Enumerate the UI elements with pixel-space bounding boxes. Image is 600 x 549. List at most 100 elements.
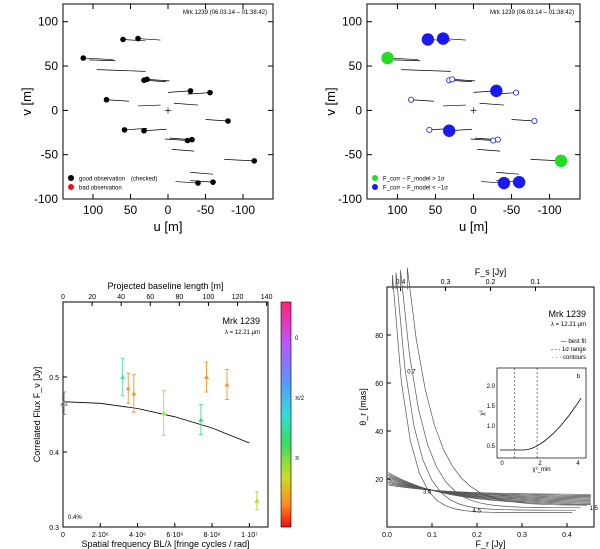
data-point-1 bbox=[120, 374, 126, 379]
top-tick-label-2: 40 bbox=[117, 294, 125, 301]
y-tick-label-0: 0.3 bbox=[49, 525, 59, 532]
inset-y-tick-2: 1.5 bbox=[487, 404, 496, 410]
steep-contour-0 bbox=[392, 274, 573, 513]
x-tick-label-0: 0.0 bbox=[382, 532, 392, 539]
y-tick-label-1: -50 bbox=[41, 148, 59, 162]
legend-note-0: (checked) bbox=[131, 177, 157, 183]
colorbar-label-1: π/2 bbox=[295, 396, 305, 402]
data-point-3 bbox=[131, 391, 137, 396]
flux-panel: 0 2·10⁶ 4·10⁶ 6·10⁶ 8·10⁶ 1·10⁷ 0.3 0.4 0.5 0 20 40… bbox=[32, 281, 305, 549]
legend-marker-0 bbox=[372, 175, 378, 181]
plot-frame bbox=[366, 3, 581, 200]
x-tick-label-4: 0.4 bbox=[562, 532, 572, 539]
top-tick-label-1: 0.3 bbox=[441, 279, 451, 286]
model-curve bbox=[62, 401, 250, 444]
band-contour-9 bbox=[388, 484, 591, 495]
steep-contour-3 bbox=[406, 267, 588, 506]
legend-marker-1 bbox=[372, 184, 378, 190]
top-tick-label-7: 140 bbox=[261, 294, 273, 301]
y-tick-label-2: 0 bbox=[355, 103, 362, 117]
top-axis-label: F_s [Jy] bbox=[475, 267, 507, 277]
x-tick-label-3: -50 bbox=[503, 203, 521, 217]
uv-track-2 bbox=[83, 57, 114, 60]
panel-header: Mrk 1239 (06.03.14 – 01:38:42) bbox=[183, 10, 267, 16]
uv-track-extra-5 bbox=[89, 59, 116, 62]
uv-point-10 bbox=[141, 127, 147, 134]
data-point-0 bbox=[60, 399, 69, 406]
y-tick-label-0: 20 bbox=[375, 477, 383, 484]
data-point-2 bbox=[125, 385, 131, 391]
x-tick-label-2: 0 bbox=[470, 203, 477, 217]
x-axis-label: F_r [Jy] bbox=[475, 539, 505, 549]
uv-track-extra-3 bbox=[477, 149, 501, 152]
uv-point-6 bbox=[513, 89, 520, 96]
inset-y-tick-3: 2.0 bbox=[487, 384, 496, 390]
uv-point-1 bbox=[436, 32, 450, 45]
x-tick-label-2: 0.2 bbox=[472, 532, 482, 539]
legend-line-2: · · · contours bbox=[552, 355, 586, 361]
contour-label-3: 1.5 bbox=[590, 506, 599, 512]
inset-x-label: χ²_min bbox=[532, 467, 550, 473]
top-tick-label-1: 20 bbox=[88, 294, 96, 301]
inset-x-tick-2: 4 bbox=[576, 461, 580, 467]
legend-line-0: — best fit bbox=[561, 339, 587, 345]
x-tick-label-2: 4·10⁶ bbox=[129, 532, 146, 539]
y-axis-label: v [m] bbox=[19, 87, 34, 115]
x-tick-label-0: 100 bbox=[83, 203, 103, 217]
contour-label-0: 0.7 bbox=[407, 369, 416, 375]
x-tick-label-2: 0 bbox=[165, 203, 172, 217]
uv-track-7 bbox=[106, 99, 130, 102]
top-tick-label-2: 0.2 bbox=[486, 279, 496, 286]
y-tick-label-4: 100 bbox=[38, 15, 58, 29]
y-tick-label-3: 50 bbox=[45, 59, 59, 73]
uv-point-8 bbox=[531, 118, 538, 125]
uv-track-extra-4 bbox=[496, 172, 520, 175]
uv-point-5 bbox=[490, 84, 503, 98]
steep-contour-2 bbox=[400, 270, 581, 509]
contour-label-1: 3.6 bbox=[423, 489, 432, 495]
data-point-4 bbox=[161, 410, 167, 415]
uv-point-9 bbox=[426, 126, 433, 133]
uv-panel-right: 100 50 0 -50 -100 -100 -50 0 50 100 u [m] v [m] Mrk … bbox=[323, 3, 581, 234]
uv-track-extra-0 bbox=[96, 69, 146, 72]
uv-point-0 bbox=[120, 36, 126, 43]
inset-y-tick-0: 0.5 bbox=[487, 444, 496, 450]
colorbar-label-2: π bbox=[295, 456, 299, 462]
y-tick-label-2: 0 bbox=[51, 103, 58, 117]
corner-label: 0.4% bbox=[68, 515, 82, 521]
uv-point-6 bbox=[207, 89, 213, 96]
panel-subtitle: λ = 12.21 μm bbox=[225, 330, 260, 336]
uv-point-11 bbox=[184, 137, 191, 144]
data-point-6 bbox=[204, 374, 209, 379]
y-axis-label: Correlated Flux F_ν [Jy] bbox=[32, 367, 42, 463]
legend-label-0: F_corr − F_model > 1σ bbox=[383, 177, 445, 183]
uv-track-7 bbox=[411, 99, 434, 102]
contour-label-2: 4.5 bbox=[473, 509, 482, 515]
uv-point-9 bbox=[121, 127, 128, 133]
inset-frame bbox=[496, 367, 587, 459]
y-tick-label-2: 0.5 bbox=[49, 375, 59, 382]
y-tick-label-0: -100 bbox=[338, 192, 362, 206]
top-tick-label-5: 100 bbox=[203, 294, 215, 301]
data-point-8 bbox=[254, 498, 260, 503]
uv-track-11 bbox=[164, 138, 188, 141]
x-axis-label: Spatial frequency BL/λ [fringe cycles / … bbox=[81, 539, 249, 549]
y-axis-label: θ_r [mas] bbox=[358, 388, 368, 426]
x-tick-label-4: 8·10⁶ bbox=[204, 532, 221, 539]
panel-subtitle: λ = 12.21 μm bbox=[551, 322, 586, 328]
y-tick-label-0: -100 bbox=[34, 192, 58, 206]
uv-track-8 bbox=[205, 119, 229, 122]
uv-point-7 bbox=[103, 96, 110, 103]
uv-track-4 bbox=[452, 78, 476, 82]
uv-point-2 bbox=[80, 55, 87, 61]
inset-corner-label: b bbox=[577, 374, 581, 380]
uv-track-0 bbox=[122, 39, 146, 42]
band-contour-8 bbox=[388, 483, 591, 496]
y-tick-label-3: 50 bbox=[349, 59, 363, 73]
inset-x-tick-0: 0 bbox=[500, 461, 504, 467]
uv-point-4 bbox=[449, 76, 456, 83]
y-tick-label-1: -50 bbox=[345, 148, 363, 162]
uv-track-14 bbox=[175, 181, 199, 184]
legend-marker-1 bbox=[68, 184, 74, 190]
